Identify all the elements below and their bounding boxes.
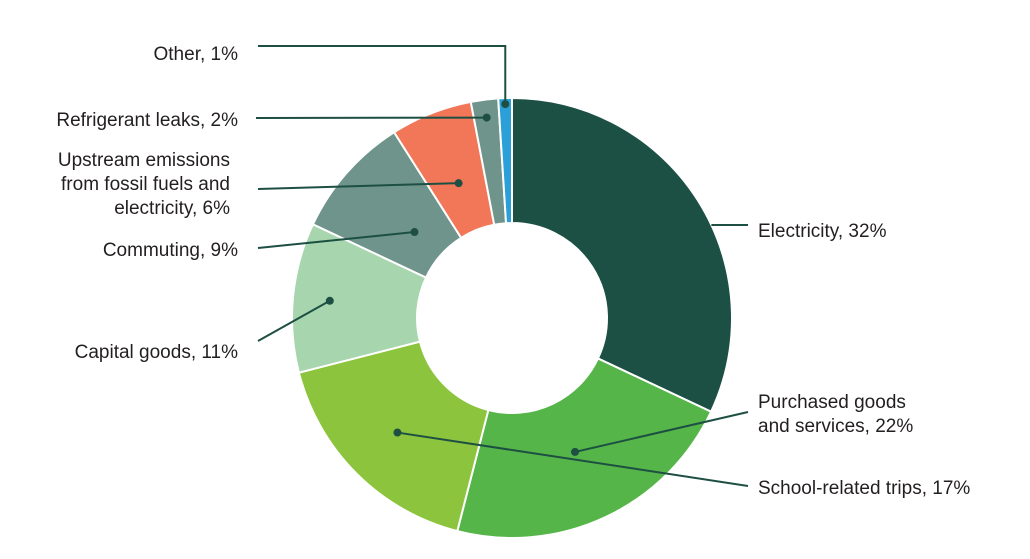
leader-line-upstream-emissions <box>257 182 459 190</box>
leader-line-capital-goods <box>257 299 331 342</box>
leader-dot-other <box>501 100 510 109</box>
label-electricity: Electricity, 32% <box>758 221 887 242</box>
label-upstream-emissions: Upstream emissions from fossil fuels and e… <box>58 150 230 219</box>
slice-school-trips <box>297 340 490 533</box>
label-other: Other, 1% <box>154 44 239 65</box>
leader-line-purchased-goods <box>574 411 749 453</box>
label-refrigerant-leaks: Refrigerant leaks, 2% <box>56 110 238 131</box>
leader-dot-commuting <box>410 228 419 237</box>
leader-dot-refrigerant-leaks <box>482 113 491 122</box>
label-purchased-goods: Purchased goods and services, 22% <box>758 392 913 437</box>
label-commuting: Commuting, 9% <box>103 240 238 261</box>
donut-slices <box>291 96 733 539</box>
slice-other <box>497 96 513 225</box>
leader-line-commuting <box>257 231 415 249</box>
slice-purchased-goods <box>456 357 713 539</box>
leader-dot-school-trips <box>393 428 402 437</box>
label-capital-goods: Capital goods, 11% <box>75 342 238 363</box>
leader-line-school-trips <box>397 431 749 487</box>
leader-dot-upstream-emissions <box>454 179 463 188</box>
leader-line-other <box>258 45 507 105</box>
label-school-trips: School-related trips, 17% <box>758 478 970 499</box>
leader-dot-purchased-goods <box>571 447 580 456</box>
leader-lines <box>255 45 749 487</box>
slice-electricity <box>511 96 733 414</box>
slice-labels: Electricity, 32% Purchased goods and servi… <box>56 44 970 499</box>
leader-dot-capital-goods <box>325 296 334 305</box>
